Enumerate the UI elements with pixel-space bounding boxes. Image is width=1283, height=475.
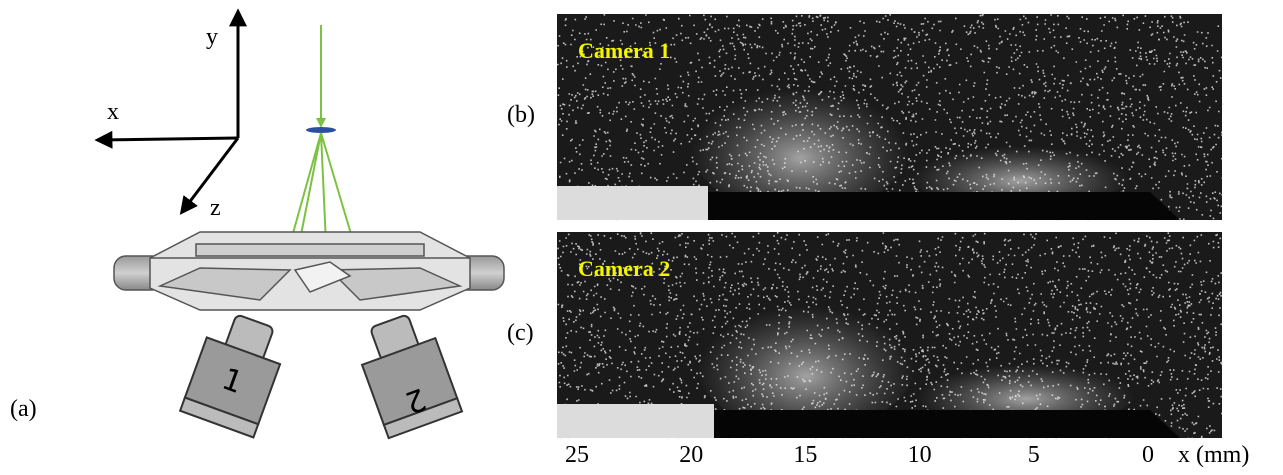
camera: 2 — [360, 314, 464, 440]
x-tick-label: 10 — [908, 442, 932, 468]
panel-label: (c) — [507, 320, 534, 346]
glow — [690, 74, 910, 214]
panel-label: (b) — [507, 102, 535, 128]
image-title: Camera 1 — [578, 38, 670, 63]
step — [708, 192, 1180, 220]
camera: 1 — [178, 314, 282, 439]
axis-label: x — [107, 99, 119, 125]
image-title: Camera 2 — [578, 256, 670, 281]
axis-label: y — [206, 24, 218, 50]
axis-label: z — [210, 195, 221, 221]
laser-sheet — [289, 132, 355, 245]
particle-image — [557, 14, 1224, 222]
cylinder — [557, 404, 714, 438]
glow — [916, 357, 1136, 427]
z-axis-arrow — [179, 137, 240, 215]
glow — [910, 139, 1130, 209]
glow — [696, 292, 916, 432]
x-axis: 25 20 15 10 5 0 x (mm) — [565, 442, 1249, 468]
particles — [557, 232, 1223, 440]
panel-label: (a) — [10, 396, 37, 422]
x-tick-label: 5 — [1028, 442, 1040, 468]
x-axis-label: x (mm) — [1178, 442, 1249, 468]
x-tick-label: 0 — [1142, 442, 1154, 468]
x-tick-label: 15 — [793, 442, 817, 468]
diagram: y x z 1 2 (a) — [10, 8, 505, 440]
cylinder — [557, 186, 708, 220]
lens — [306, 127, 336, 133]
x-tick-label: 20 — [679, 442, 703, 468]
step — [714, 410, 1180, 438]
photos — [557, 14, 1224, 440]
particle-image — [557, 232, 1223, 440]
x-axis-arrow — [94, 130, 239, 149]
x-tick-label: 25 — [565, 442, 589, 468]
channel — [113, 231, 505, 311]
